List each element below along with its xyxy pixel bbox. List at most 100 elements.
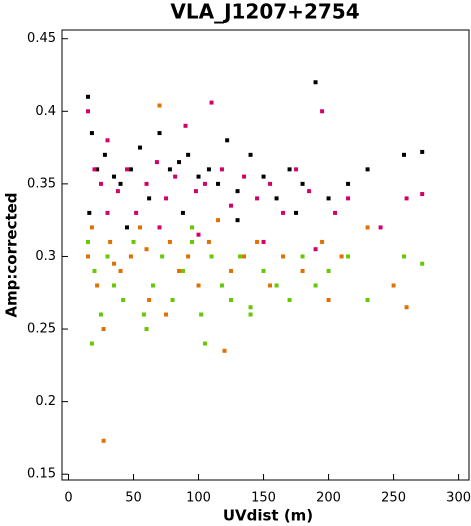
point: [86, 94, 91, 99]
point: [300, 181, 305, 186]
point: [128, 167, 133, 172]
point: [134, 210, 139, 215]
point: [199, 312, 204, 317]
point: [225, 138, 230, 143]
point: [99, 312, 104, 317]
point: [222, 348, 227, 353]
point: [167, 239, 172, 244]
point: [333, 210, 338, 215]
point: [313, 283, 318, 288]
point: [248, 312, 253, 317]
point: [128, 254, 133, 259]
point: [144, 247, 149, 252]
point: [235, 218, 240, 223]
point: [320, 239, 325, 244]
point: [420, 261, 425, 266]
point: [248, 305, 253, 310]
point: [255, 196, 260, 201]
point: [268, 181, 273, 186]
point: [216, 181, 221, 186]
point: [157, 131, 162, 136]
point: [101, 327, 106, 332]
point: [229, 268, 234, 273]
point: [186, 152, 191, 157]
point: [170, 298, 175, 302]
point: [177, 268, 182, 273]
point: [138, 145, 143, 150]
point: [196, 232, 201, 237]
x-axis-label: UVdist (m): [223, 507, 313, 525]
point: [307, 189, 312, 194]
y-tick-label: 0.45: [27, 31, 56, 46]
point: [105, 138, 110, 143]
point: [206, 239, 211, 244]
point: [144, 327, 149, 332]
point: [160, 254, 165, 259]
point: [404, 196, 409, 201]
point: [89, 341, 94, 346]
point: [248, 152, 253, 157]
point: [378, 225, 383, 230]
point: [219, 167, 224, 172]
point: [209, 100, 214, 105]
point: [180, 268, 185, 273]
point: [131, 239, 136, 244]
point: [92, 167, 97, 172]
point: [255, 239, 260, 244]
point: [112, 174, 117, 179]
point: [102, 152, 107, 157]
point: [87, 210, 92, 215]
point: [420, 192, 425, 197]
point: [391, 283, 396, 288]
point: [268, 283, 273, 288]
x-tick-label: 250: [381, 491, 406, 506]
point: [180, 210, 185, 215]
point: [157, 225, 162, 230]
point: [274, 283, 279, 288]
point: [242, 174, 247, 179]
point: [216, 218, 221, 223]
point: [294, 210, 299, 215]
point: [313, 247, 318, 252]
point: [89, 225, 94, 230]
point: [177, 160, 182, 165]
x-tick-label: 100: [186, 491, 211, 506]
point: [203, 341, 208, 346]
point: [144, 181, 149, 186]
point: [86, 109, 91, 114]
point: [287, 167, 292, 172]
point: [261, 268, 266, 273]
point: [101, 438, 106, 443]
point: [242, 254, 247, 259]
y-tick-label: 0.15: [27, 467, 56, 482]
point: [229, 298, 234, 302]
point: [339, 254, 344, 259]
point: [274, 196, 279, 201]
point: [108, 239, 113, 244]
point: [89, 131, 94, 136]
y-tick-label: 0.3: [35, 249, 56, 264]
point: [326, 268, 331, 273]
point: [404, 305, 409, 310]
point: [326, 196, 331, 201]
point: [118, 268, 123, 273]
point: [346, 181, 351, 186]
point: [300, 268, 305, 273]
point: [235, 189, 240, 194]
point: [261, 239, 266, 244]
point: [125, 225, 130, 230]
x-tick-label: 200: [316, 491, 341, 506]
point: [219, 283, 224, 288]
x-tick-label: 150: [251, 491, 276, 506]
point: [95, 167, 100, 172]
point: [193, 189, 198, 194]
point: [420, 149, 425, 154]
point: [164, 196, 169, 201]
point: [287, 298, 292, 302]
point: [196, 283, 201, 288]
point: [157, 103, 162, 108]
point: [300, 254, 305, 259]
point: [190, 239, 195, 244]
point: [141, 312, 146, 317]
